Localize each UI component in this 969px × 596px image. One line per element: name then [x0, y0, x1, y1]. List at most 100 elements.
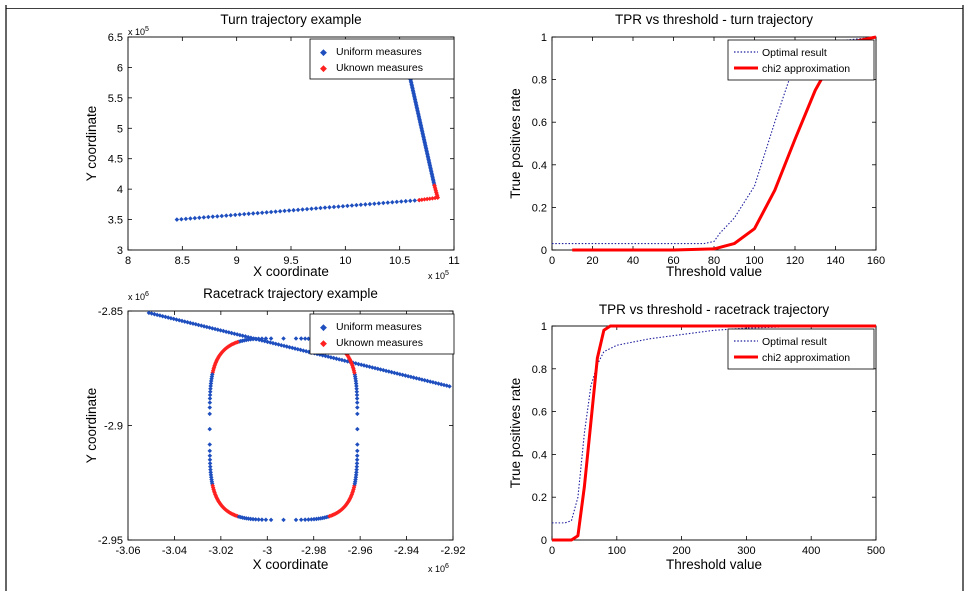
- y-tick-label: 1: [541, 321, 547, 333]
- legend-marker: ◆: [320, 48, 327, 58]
- x-tick-label: 0: [549, 255, 555, 267]
- chart-racetrack-trajectory: -3.06 -3.04 -3.02 -3 -2.98 -2.96 -2.94 -2.92-2.…: [84, 286, 466, 574]
- y-tick-label: -2.95: [98, 535, 123, 547]
- data-point: [340, 203, 346, 209]
- x-tick-label: -2.94: [394, 545, 419, 557]
- y-tick-label: 0.6: [532, 117, 547, 129]
- data-point: [355, 448, 360, 454]
- y-tick-label: 0.4: [532, 160, 547, 172]
- x-axis-label: Threshold value: [666, 264, 762, 279]
- x-tick-label: 20: [586, 255, 598, 267]
- data-point: [207, 411, 212, 417]
- data-point: [355, 426, 360, 432]
- y-axis-label: True positives rate: [508, 378, 523, 489]
- data-point: [355, 411, 360, 417]
- data-point: [207, 448, 213, 454]
- data-point: [256, 336, 261, 342]
- x-tick-label: -3.04: [162, 545, 187, 557]
- data-point: [385, 200, 391, 205]
- data-point: [206, 214, 211, 220]
- x-exponent-power: 5: [445, 270, 449, 277]
- x-axis-label: X coordinate: [253, 264, 329, 279]
- series-line: [552, 324, 876, 542]
- y-tick-label: 1: [541, 32, 547, 44]
- data-point: [210, 214, 216, 219]
- data-point: [295, 207, 301, 213]
- data-point: [354, 457, 360, 463]
- y-tick-label: 5.5: [108, 93, 123, 105]
- y-tick-label: 0: [541, 535, 547, 547]
- x-tick-label: -3.02: [208, 545, 233, 557]
- x-tick-label: 8: [125, 255, 131, 267]
- data-point: [286, 208, 292, 213]
- data-point: [309, 517, 314, 522]
- y-axis-label: Y coordinate: [84, 106, 99, 182]
- data-point: [259, 517, 265, 522]
- x-axis-label: Threshold value: [666, 557, 762, 572]
- data-point: [293, 336, 299, 341]
- data-point: [427, 196, 433, 201]
- data-point: [237, 212, 242, 217]
- data-point: [241, 211, 247, 217]
- data-point: [281, 517, 286, 523]
- legend-box: [309, 313, 455, 355]
- data-point: [215, 214, 220, 219]
- legend-entry: Uknown measures: [336, 337, 423, 349]
- y-tick-label: 0.4: [532, 449, 547, 461]
- y-exponent-power: 5: [145, 26, 149, 33]
- data-point: [354, 461, 360, 466]
- x-tick-label: 100: [745, 255, 763, 267]
- y-axis-label: True positives rate: [508, 88, 523, 199]
- data-point: [354, 202, 359, 208]
- data-point: [219, 213, 225, 219]
- data-point: [353, 472, 359, 478]
- x-tick-label: 10: [339, 255, 351, 267]
- data-point: [207, 426, 212, 432]
- data-point: [302, 336, 308, 341]
- legend-entry: Optimal result: [762, 47, 827, 59]
- chart-tpr-racetrack: 0 100 200 300 400 500 0 0.2 0.4 0.6 0.8 1 TPR vs thr…: [508, 302, 885, 572]
- x-tick-label: -2.92: [440, 545, 465, 557]
- y-tick-label: 0.2: [532, 492, 547, 504]
- y-tick-label: 0.6: [532, 407, 547, 419]
- data-point: [207, 396, 213, 401]
- data-point: [376, 201, 382, 206]
- data-point: [207, 464, 213, 469]
- data-point: [407, 198, 413, 204]
- data-point: [207, 400, 213, 405]
- y-exponent-label: x 106: [128, 291, 149, 302]
- data-point: [268, 517, 274, 523]
- y-exponent-power: 6: [145, 291, 149, 298]
- x-tick-label: 300: [737, 545, 755, 557]
- data-point: [208, 386, 213, 392]
- data-point: [306, 517, 311, 522]
- data-point: [224, 213, 229, 218]
- x-tick-label: 9: [234, 255, 240, 267]
- data-point: [355, 442, 360, 447]
- y-tick-label: 4: [117, 184, 123, 196]
- y-tick-label: 3: [117, 245, 123, 257]
- x-tick-label: 0: [549, 545, 555, 557]
- data-point: [313, 206, 319, 211]
- x-tick-label: -3: [262, 545, 272, 557]
- x-tick-label: 160: [867, 255, 885, 267]
- data-point: [291, 207, 296, 213]
- x-tick-label: -2.98: [301, 545, 326, 557]
- data-point: [354, 392, 360, 398]
- data-point: [188, 216, 193, 221]
- data-point: [263, 336, 269, 341]
- data-point: [432, 183, 437, 188]
- legend-box: [309, 38, 455, 80]
- data-point: [298, 517, 304, 523]
- data-point: [250, 211, 256, 216]
- data-point: [208, 383, 213, 389]
- data-point: [197, 215, 202, 221]
- y-exponent-label: x 105: [128, 26, 149, 37]
- legend-entry: chi2 approximation: [762, 63, 850, 75]
- data-point: [354, 396, 360, 401]
- data-point: [246, 211, 251, 217]
- x-tick-label: 10.5: [389, 255, 410, 267]
- x-exponent-label: x 106: [428, 563, 449, 574]
